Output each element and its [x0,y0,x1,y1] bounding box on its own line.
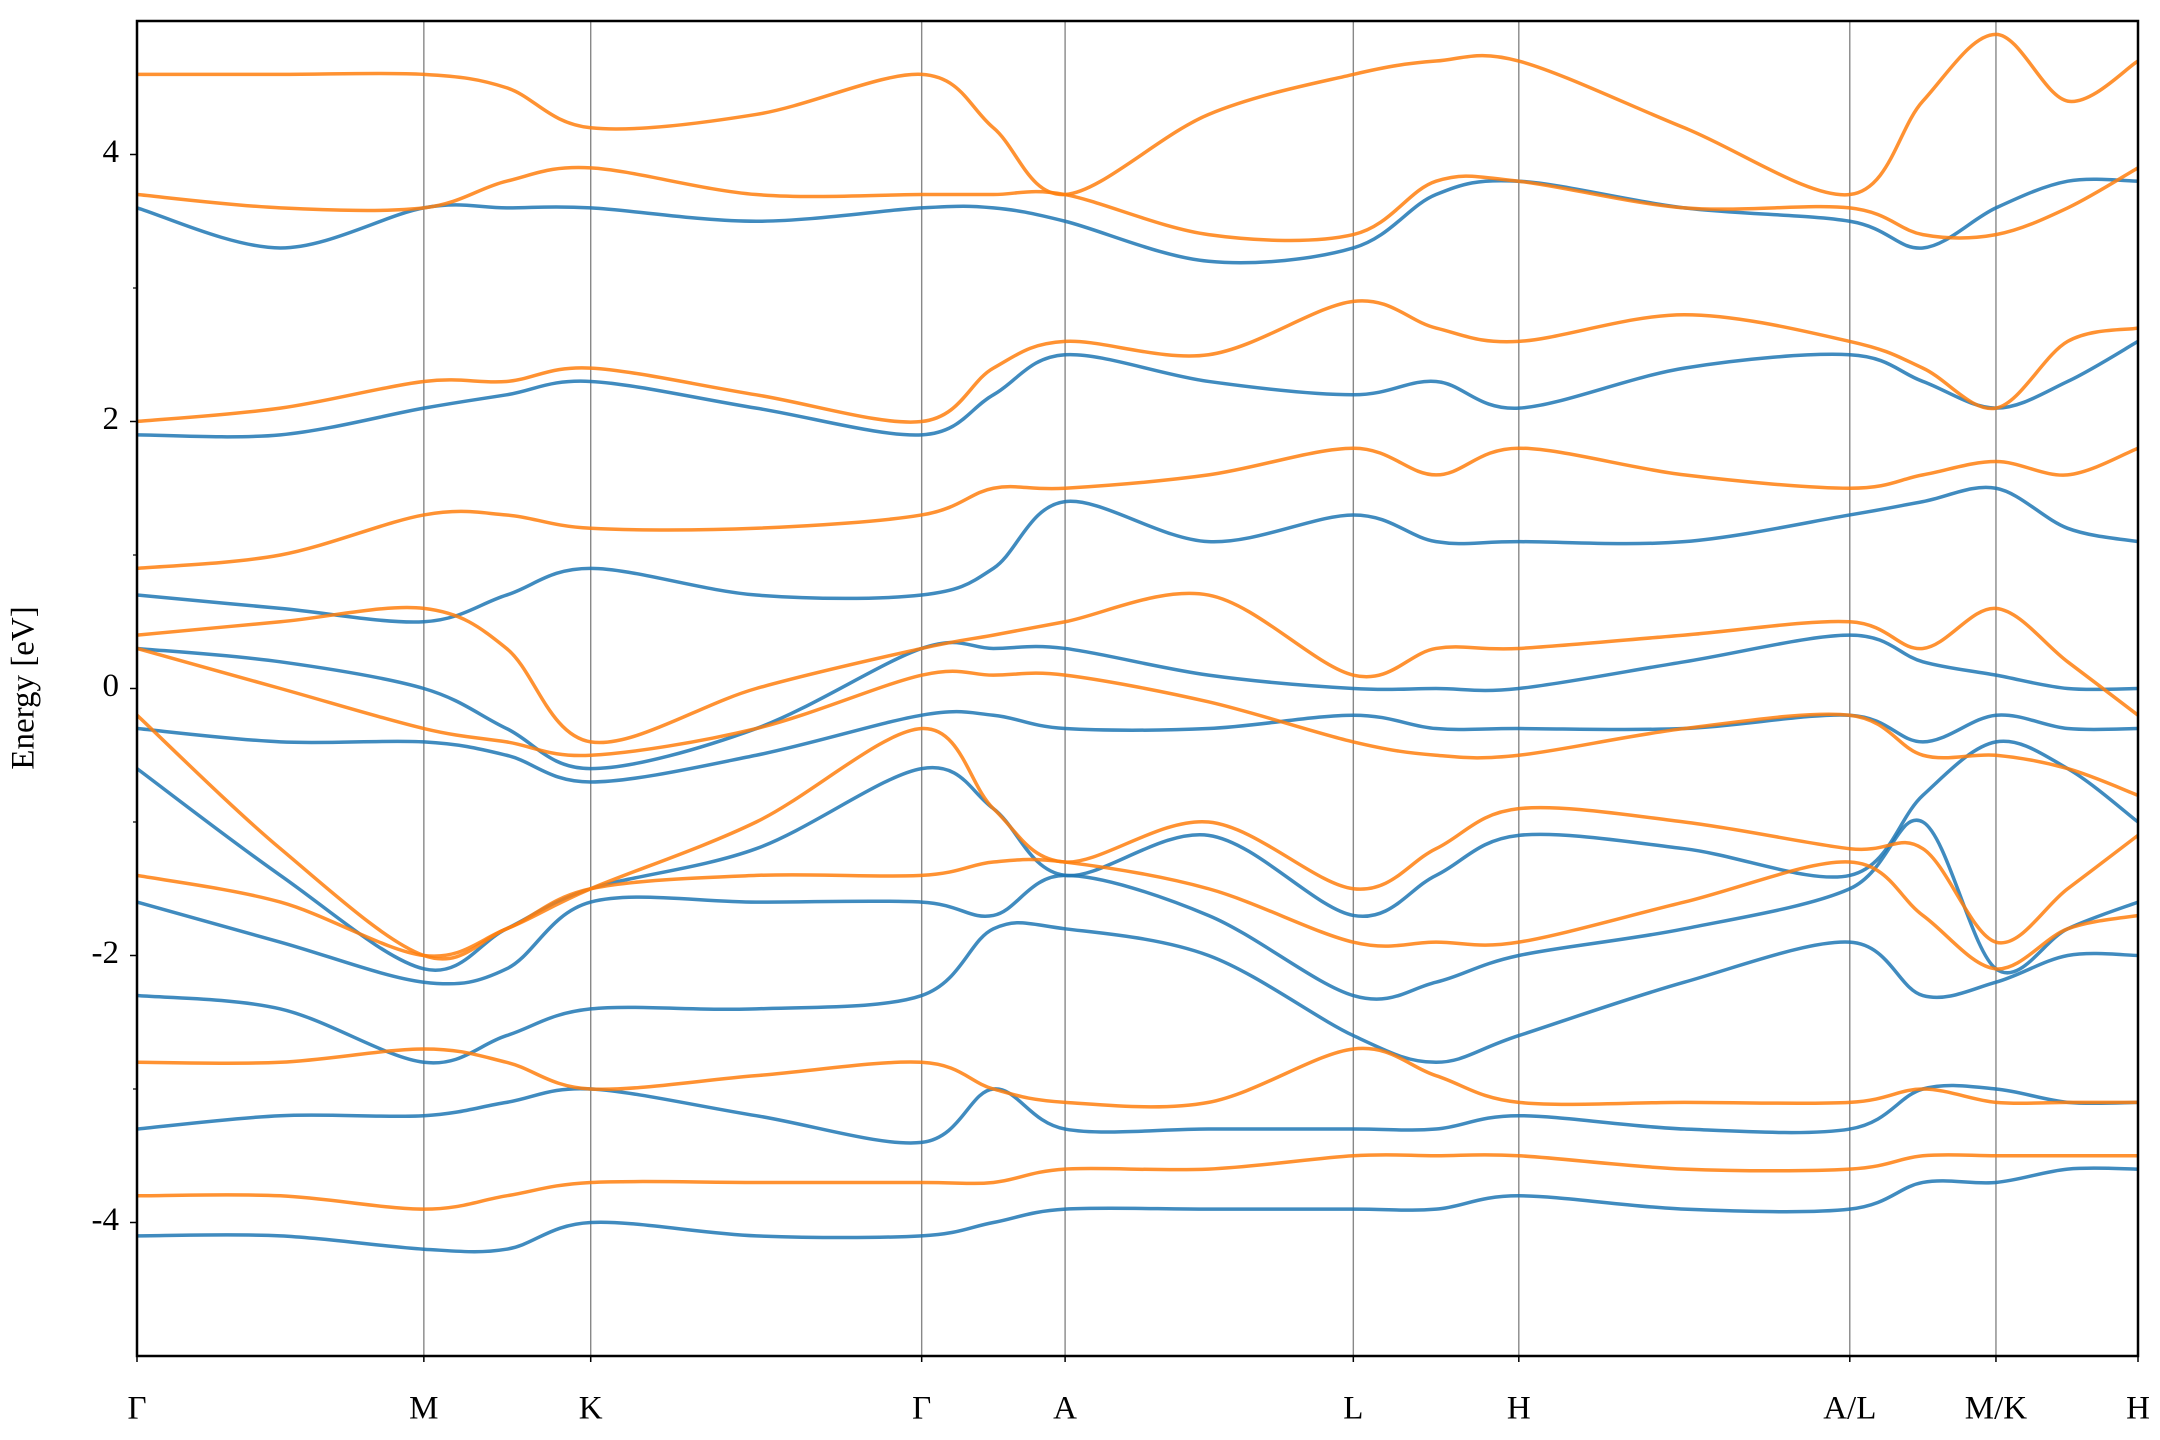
band-line [137,739,2138,972]
band-line [137,818,2138,1001]
band-line [137,646,2138,797]
x-tick-label: A [1053,1391,1077,1427]
band-line [137,1046,2138,1109]
x-tick-label: K [579,1391,603,1427]
x-tick-label: A/L [1823,1391,1876,1427]
band-line [137,633,2138,771]
band-line [137,299,2138,424]
bands [137,32,2138,1254]
y-axis-label: Energy [eV] [6,606,42,769]
x-tick-label: Γ [912,1391,931,1427]
band-line [137,1083,2138,1145]
band-line [137,1153,2138,1211]
x-tick-label: L [1343,1391,1363,1427]
x-tick-label: H [1507,1391,1531,1427]
x-tick-label: M [409,1391,438,1427]
band-line [137,709,2138,784]
x-tick-label: H [2126,1391,2150,1427]
x-tick-label: M/K [1965,1391,2028,1427]
y-tick-label: -2 [92,935,120,971]
band-line [137,591,2138,745]
band-line [137,921,2138,1065]
y-tick-label: 0 [103,668,120,704]
band-line [137,446,2138,571]
band-line [137,485,2138,624]
band-line [137,713,2138,961]
band-line [137,177,2138,265]
band-line [137,1166,2138,1254]
band-line [137,32,2138,197]
band-line [137,339,2138,439]
x-tick-label: Γ [127,1391,146,1427]
y-tick-label: 4 [103,134,120,170]
band-line [137,165,2138,243]
y-tick-label: 2 [103,401,120,437]
axes: Γ M K Γ A L H A/L M/K H -4 -2 0 2 4 [92,134,2150,1427]
y-tick-label: -4 [92,1202,120,1238]
